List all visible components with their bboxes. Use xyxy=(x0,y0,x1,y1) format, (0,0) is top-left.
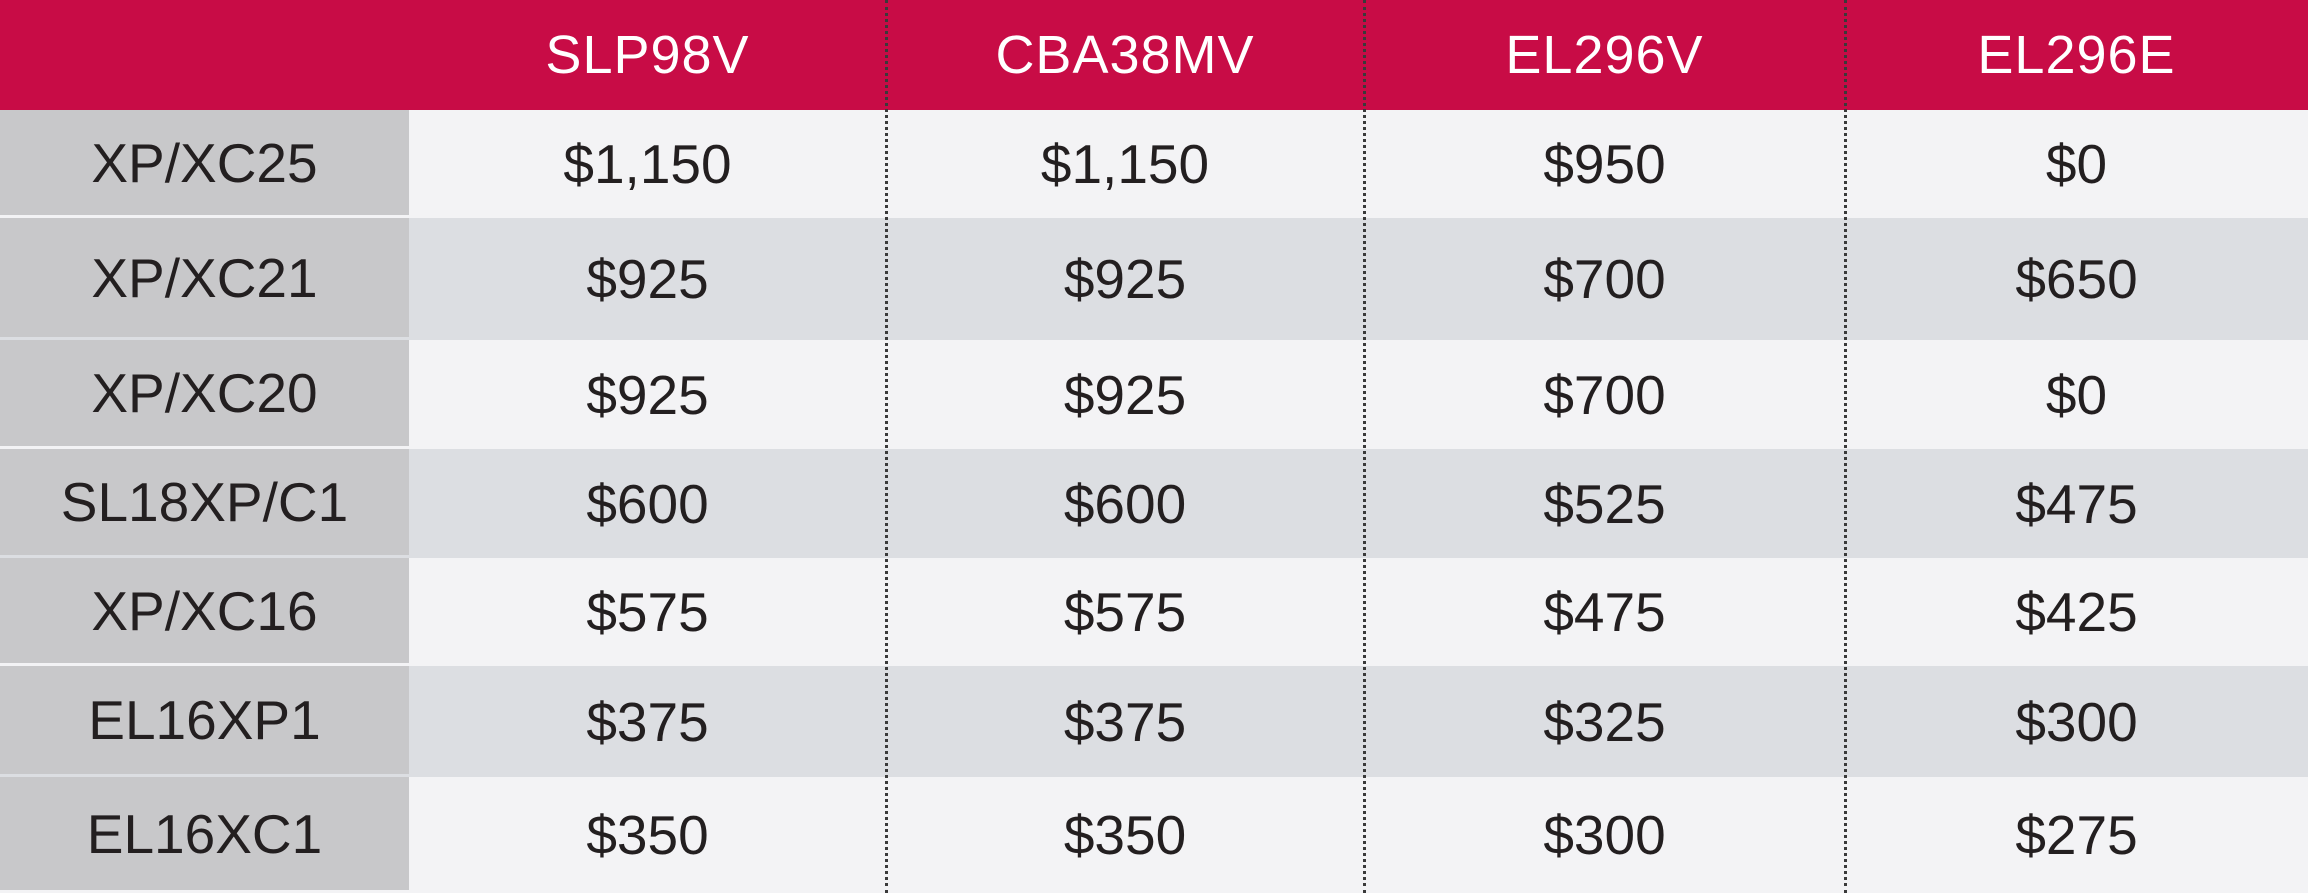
table-row: XP/XC25 $1,150 $1,150 $950 $0 xyxy=(0,110,2308,218)
table-row: XP/XC16 $575 $575 $475 $425 xyxy=(0,558,2308,666)
price-cell: $375 xyxy=(1063,690,1187,753)
price-cell: $525 xyxy=(1543,472,1666,535)
table-row: XP/XC21 $925 $925 $700 $650 xyxy=(0,218,2308,340)
row-label: EL16XP1 xyxy=(0,666,409,774)
price-cell: $325 xyxy=(1543,690,1666,753)
column-header: EL296E xyxy=(1977,25,2176,85)
row-label: XP/XC21 xyxy=(0,218,409,337)
price-cell: $650 xyxy=(2015,248,2138,310)
price-cell: $475 xyxy=(1543,581,1666,643)
price-cell: $300 xyxy=(2015,690,2138,753)
column-header: CBA38MV xyxy=(995,25,1255,85)
price-cell: $575 xyxy=(586,581,709,643)
price-cell: $600 xyxy=(1063,472,1187,535)
row-label: SL18XP/C1 xyxy=(0,449,409,555)
price-cell: $350 xyxy=(1063,804,1187,866)
price-cell: $925 xyxy=(1063,363,1187,426)
price-cell: $1,150 xyxy=(563,133,732,195)
price-cell: $1,150 xyxy=(1040,133,1210,195)
column-header: EL296V xyxy=(1505,25,1704,85)
price-cell: $925 xyxy=(586,363,709,426)
column-header: SLP98V xyxy=(545,25,750,85)
row-label: XP/XC16 xyxy=(0,558,409,663)
price-cell: $950 xyxy=(1543,133,1666,195)
table-row: SL18XP/C1 $600 $600 $525 $475 xyxy=(0,449,2308,558)
price-cell: $925 xyxy=(586,248,709,310)
price-cell: $0 xyxy=(2045,133,2108,195)
price-cell: $350 xyxy=(586,804,709,866)
row-label: XP/XC25 xyxy=(0,110,409,215)
price-cell: $275 xyxy=(2015,804,2138,866)
column-divider xyxy=(1363,0,1366,893)
price-cell: $700 xyxy=(1543,363,1666,426)
price-cell: $375 xyxy=(586,690,709,753)
price-cell: $575 xyxy=(1063,581,1187,643)
column-divider xyxy=(885,0,888,893)
price-cell: $300 xyxy=(1543,804,1666,866)
row-label: XP/XC20 xyxy=(0,340,409,446)
table-row: EL16XC1 $350 $350 $300 $275 xyxy=(0,777,2308,893)
price-cell: $700 xyxy=(1543,248,1666,310)
price-cell: $600 xyxy=(586,472,709,535)
price-cell: $925 xyxy=(1063,248,1187,310)
table-row: EL16XP1 $375 $375 $325 $300 xyxy=(0,666,2308,777)
column-divider xyxy=(1844,0,1847,893)
price-cell: $425 xyxy=(2015,581,2138,643)
price-cell: $0 xyxy=(2045,363,2108,426)
row-label: EL16XC1 xyxy=(0,777,409,890)
table-row: XP/XC20 $925 $925 $700 $0 xyxy=(0,340,2308,449)
price-cell: $475 xyxy=(2015,472,2138,535)
header-row: SLP98V CBA38MV EL296V EL296E xyxy=(0,0,2308,110)
